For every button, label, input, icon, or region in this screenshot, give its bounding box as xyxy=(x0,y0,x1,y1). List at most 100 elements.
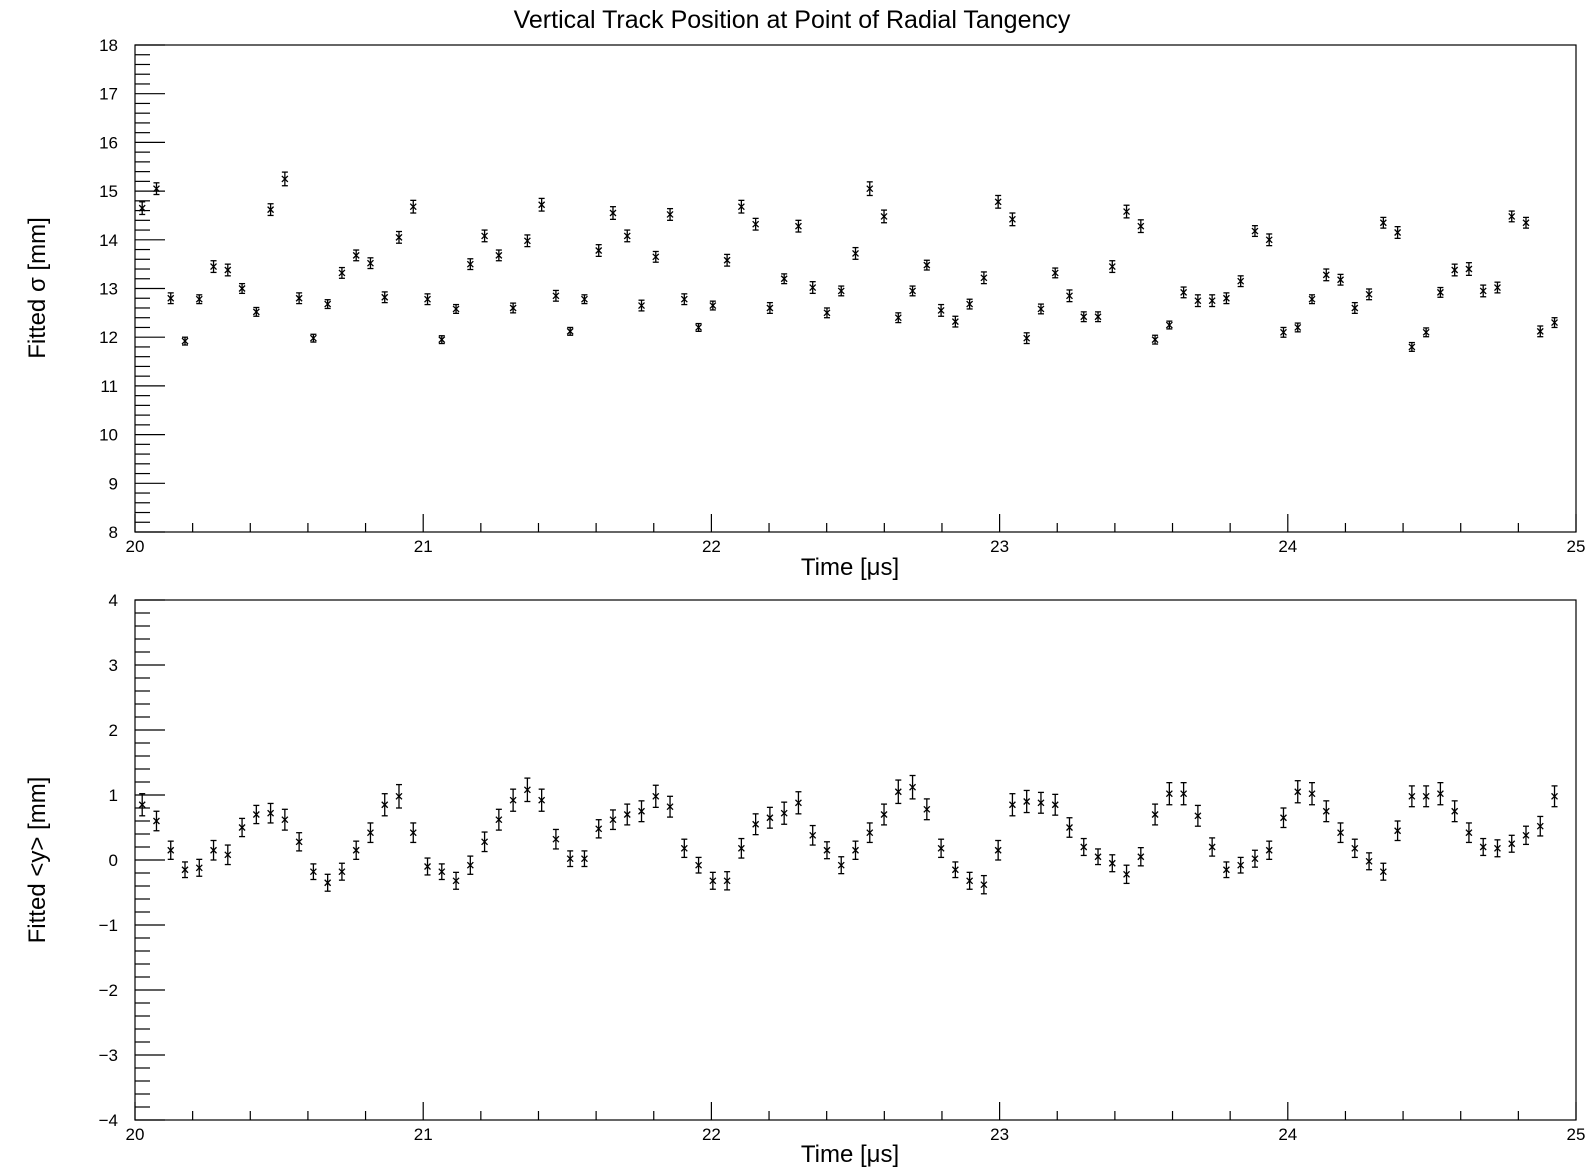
x-marker-stroke xyxy=(1165,790,1173,798)
x-marker-stroke xyxy=(909,783,917,791)
mean-y-data-point xyxy=(1280,807,1287,829)
sigma-data-point xyxy=(951,315,959,328)
sigma-data-point xyxy=(566,326,574,336)
mean-y-y-tick-label: 1 xyxy=(109,786,118,805)
x-marker-stroke xyxy=(381,293,389,301)
sigma-data-point xyxy=(1479,284,1487,298)
x-marker-stroke xyxy=(1351,304,1359,312)
x-marker-stroke xyxy=(1436,288,1444,296)
sigma-data-point xyxy=(195,294,203,305)
x-marker-stroke xyxy=(1208,843,1216,851)
x-marker-stroke xyxy=(1294,324,1302,331)
sigma-data-point xyxy=(623,229,631,243)
mean-y-data-point xyxy=(509,788,517,812)
x-marker-stroke xyxy=(680,295,688,303)
x-marker-stroke xyxy=(1080,313,1088,321)
mean-y-y-tick-label: −4 xyxy=(99,1111,118,1130)
sigma-data-point xyxy=(1265,233,1273,247)
sigma-data-point xyxy=(224,263,232,277)
x-marker-stroke xyxy=(809,831,817,839)
x-marker-stroke xyxy=(1494,844,1501,852)
sigma-x-tick-label: 22 xyxy=(702,537,721,556)
sigma-data-point xyxy=(1280,326,1287,338)
sigma-data-point xyxy=(1051,267,1059,279)
sigma-data-point xyxy=(409,199,417,214)
x-marker-stroke xyxy=(837,861,845,869)
x-marker-stroke xyxy=(1479,287,1487,295)
x-marker-stroke xyxy=(552,835,560,843)
mean-y-data-point xyxy=(1108,854,1116,873)
x-marker-stroke xyxy=(1008,215,1016,223)
sigma-data-point xyxy=(1394,226,1402,239)
x-marker-stroke xyxy=(281,816,289,824)
mean-y-data-point xyxy=(210,839,217,861)
mean-y-data-point xyxy=(837,856,845,875)
mean-y-data-point xyxy=(1137,847,1145,867)
x-marker-stroke xyxy=(395,233,403,241)
x-marker-stroke xyxy=(1080,843,1088,851)
mean-y-data-point xyxy=(566,850,574,868)
mean-y-data-point xyxy=(395,783,403,809)
sigma-data-point xyxy=(238,282,246,295)
x-marker-stroke xyxy=(324,879,332,887)
x-marker-stroke xyxy=(780,275,788,283)
sigma-data-point xyxy=(609,206,617,220)
x-marker-stroke xyxy=(466,861,474,869)
x-marker-stroke xyxy=(1222,866,1230,874)
sigma-data-point xyxy=(752,217,760,231)
mean-y-data-point xyxy=(438,863,446,881)
x-marker-stroke xyxy=(1551,319,1558,327)
x-marker-stroke xyxy=(1237,277,1245,285)
x-marker-stroke xyxy=(923,261,931,269)
x-marker-stroke xyxy=(823,846,831,854)
x-marker-stroke xyxy=(1308,295,1316,303)
mean-y-data-point xyxy=(309,863,317,881)
x-marker-stroke xyxy=(1479,843,1487,851)
mean-y-x-tick-label: 24 xyxy=(1278,1125,1297,1144)
sigma-data-point xyxy=(295,292,303,305)
x-marker-stroke xyxy=(1365,290,1373,298)
sigma-y-tick-label: 9 xyxy=(109,474,118,493)
x-marker-stroke xyxy=(1379,219,1387,227)
x-marker-stroke xyxy=(723,877,731,885)
mean-y-data-point xyxy=(195,858,203,877)
sigma-data-point xyxy=(1351,301,1359,314)
sigma-data-point xyxy=(780,273,788,285)
sigma-data-point xyxy=(1080,311,1088,323)
x-marker-stroke xyxy=(852,249,859,257)
sigma-data-point xyxy=(809,281,817,295)
sigma-data-point xyxy=(1322,268,1330,282)
mean-y-data-point xyxy=(780,801,788,825)
x-marker-stroke xyxy=(1451,807,1459,815)
mean-y-data-point xyxy=(1308,782,1316,806)
mean-y-data-point xyxy=(1180,782,1188,806)
x-marker-stroke xyxy=(481,838,489,846)
mean-y-data-point xyxy=(1265,840,1273,860)
sigma-data-point xyxy=(666,207,674,221)
sigma-x-tick-label: 25 xyxy=(1567,537,1586,556)
x-marker-stroke xyxy=(866,829,874,837)
x-marker-stroke xyxy=(566,327,574,335)
sigma-x-axis-label: Time [μs] xyxy=(801,554,899,581)
mean-y-data-point xyxy=(523,777,531,803)
sigma-data-point xyxy=(153,182,160,196)
x-marker-stroke xyxy=(523,786,531,794)
sigma-panel: 20 21 22 23 24 25 8 9 10 11 12 13 14 15 16 17 18 Time [… xyxy=(24,36,1585,581)
x-marker-stroke xyxy=(894,788,902,796)
x-marker-stroke xyxy=(238,285,246,292)
mean-y-data-point xyxy=(1422,785,1430,808)
sigma-data-point xyxy=(1365,288,1373,301)
x-marker-stroke xyxy=(295,294,303,302)
mean-y-x-axis-label: Time [μs] xyxy=(801,1141,899,1168)
x-marker-stroke xyxy=(1165,321,1173,329)
mean-y-data-point xyxy=(1322,800,1330,823)
x-marker-stroke xyxy=(409,203,417,211)
x-marker-stroke xyxy=(1394,229,1402,236)
mean-y-data-point xyxy=(1123,864,1131,885)
sigma-data-point xyxy=(495,249,503,262)
x-marker-stroke xyxy=(295,838,303,846)
x-marker-stroke xyxy=(609,816,617,824)
x-marker-stroke xyxy=(1251,855,1259,863)
mean-y-y-tick-label: −2 xyxy=(99,981,118,1000)
mean-y-data-point xyxy=(538,788,546,812)
